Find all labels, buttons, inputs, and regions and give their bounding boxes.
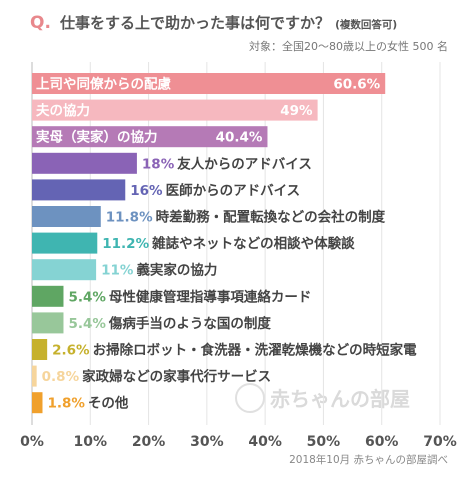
bar-label-group: 11.8% 時差勤務・配置転換などの会社の制度: [106, 209, 386, 226]
bar: [32, 126, 268, 148]
bar-value-label: 16%: [130, 183, 163, 199]
bar-label-group: 11.2% 雑誌やネットなどの相談や体験談: [102, 235, 355, 252]
watermark-logo-icon: [235, 383, 265, 413]
title-note: (複数回答可): [335, 18, 397, 31]
bar-category-label: 家政婦などの家事代行サービス: [82, 368, 271, 385]
bar-category-label: 傷病手当のような国の制度: [108, 315, 271, 332]
x-tick-label: 60%: [365, 434, 399, 450]
bar-value-label: 18%: [142, 156, 175, 172]
bar: [32, 99, 318, 121]
bar-category-label: 夫の協力: [36, 102, 90, 119]
bar: [32, 365, 37, 387]
watermark-text: 赤ちゃんの部屋: [270, 387, 410, 411]
bar-category-label: 母性健康管理指導事項連絡カード: [109, 288, 312, 305]
bar-category-label: 友人からのアドバイス: [177, 155, 312, 172]
bar-category-label: 実母（実家）の協力: [36, 129, 158, 146]
bar: [32, 73, 386, 94]
bar-category-label: 時差勤務・配置転換などの会社の制度: [156, 209, 386, 226]
bar-label-group: 16% 医師からのアドバイス: [130, 182, 300, 199]
bar: [32, 285, 64, 307]
bar-label-group: 5.4% 母性健康管理指導事項連絡カード: [68, 288, 311, 305]
bar-value-label: 1.8%: [47, 396, 85, 412]
bar: [32, 232, 98, 254]
bar-value-label: 11.2%: [102, 236, 149, 252]
bar: [32, 259, 97, 281]
bar-category-label: 上司や同僚からの配慮: [36, 76, 171, 93]
chart-title: Q. 仕事をする上で助かった事は何ですか？ (複数回答可): [30, 13, 397, 33]
bar-value-label: 40.4%: [216, 130, 263, 146]
x-tick-label: 70%: [423, 434, 457, 450]
x-axis: 0% 10% 20% 30% 40% 50% 60% 70%: [20, 434, 457, 450]
bar-value-label: 2.6%: [52, 343, 90, 359]
x-tick-label: 20%: [132, 434, 166, 450]
x-tick-label: 30%: [190, 434, 224, 450]
bar: [32, 312, 64, 334]
bar-label-group: 11% 義実家の協力: [101, 262, 217, 279]
gridlines: [31, 62, 441, 425]
bar-value-label: 11%: [101, 263, 134, 279]
bar: [32, 206, 101, 227]
bar: [32, 392, 43, 414]
bar: [32, 339, 48, 360]
bar-label-group: 0.8% 家政婦などの家事代行サービス: [42, 368, 271, 385]
bar-label-group: 5.4% 傷病手当のような国の制度: [68, 315, 271, 332]
bar-label-group: 1.8% その他: [47, 395, 128, 412]
bar-value-label: 5.4%: [68, 316, 106, 332]
bar-category-label: 義実家の協力: [136, 262, 217, 279]
title-main: 仕事をする上で助かった事は何ですか？: [59, 14, 330, 32]
bar-category-label: お掃除ロボット・食洗器・洗濯乾燥機などの時短家電: [93, 342, 417, 359]
bar-label-group: 2.6% お掃除ロボット・食洗器・洗濯乾燥機などの時短家電: [52, 342, 417, 359]
source-note: 2018年10月 赤ちゃんの部屋調べ: [289, 453, 448, 466]
bar: [32, 179, 126, 201]
bar-category-label: その他: [88, 395, 129, 412]
bar: [32, 152, 137, 174]
bar-value-label: 0.8%: [42, 369, 80, 385]
bar-value-label: 5.4%: [68, 289, 106, 305]
title-prefix: Q.: [30, 13, 51, 33]
bar-category-label: 医師からのアドバイス: [166, 182, 301, 199]
bar-value-label: 60.6%: [333, 77, 380, 93]
bar-label-group: 18% 友人からのアドバイス: [142, 155, 312, 172]
chart-subtitle: 対象：全国20～80歳以上の女性 500 名: [249, 39, 448, 53]
watermark: 赤ちゃんの部屋: [235, 383, 410, 413]
bar-category-label: 雑誌やネットなどの相談や体験談: [151, 235, 355, 252]
bars: 上司や同僚からの配慮 60.6% 夫の協力 49% 実母（実家）の協力 40.4% 18% 友…: [32, 73, 417, 414]
x-tick-label: 0%: [20, 434, 44, 450]
x-tick-label: 50%: [307, 434, 341, 450]
bar-value-label: 11.8%: [106, 210, 153, 226]
bar-value-label: 49%: [280, 103, 313, 119]
x-tick-label: 40%: [248, 434, 282, 450]
x-tick-label: 10%: [74, 434, 108, 450]
